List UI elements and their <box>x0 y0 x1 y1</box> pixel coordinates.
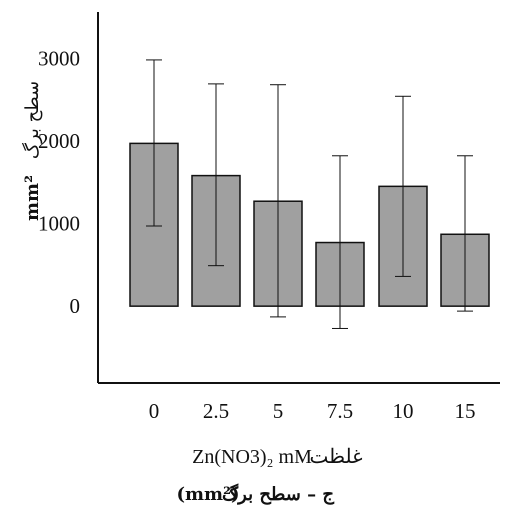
caption-persian: ج – سطح برگ <box>222 483 334 505</box>
axes <box>97 12 500 384</box>
y-axis-label-unit: mm² <box>22 175 43 221</box>
x-tick-label-0: 0 <box>149 399 160 423</box>
bars <box>129 142 490 307</box>
x-tick-label-10: 10 <box>393 399 414 423</box>
x-tick-label-7.5: 7.5 <box>327 399 353 423</box>
x-axis-label-persian: غلظت <box>309 446 362 468</box>
y-tick-label-1000: 1000 <box>38 212 80 236</box>
x-tick-label-15: 15 <box>455 399 476 423</box>
y-tick-labels: 3000 2000 1000 0 <box>38 46 80 318</box>
y-tick-label-3000: 3000 <box>38 46 80 70</box>
x-tick-label-5: 5 <box>273 399 284 423</box>
x-axis-label: Zn(NO3)₂ mM <box>192 446 312 468</box>
y-tick-label-2000: 2000 <box>38 129 80 153</box>
y-tick-label-0: 0 <box>70 294 81 318</box>
error-bars <box>146 59 473 329</box>
caption-unit: (mm²) <box>176 484 239 505</box>
x-tick-labels: 0 2.5 5 7.5 10 15 <box>149 399 476 423</box>
x-tick-label-2.5: 2.5 <box>203 399 229 423</box>
y-axis-label-persian: سطح برگ <box>21 81 43 159</box>
